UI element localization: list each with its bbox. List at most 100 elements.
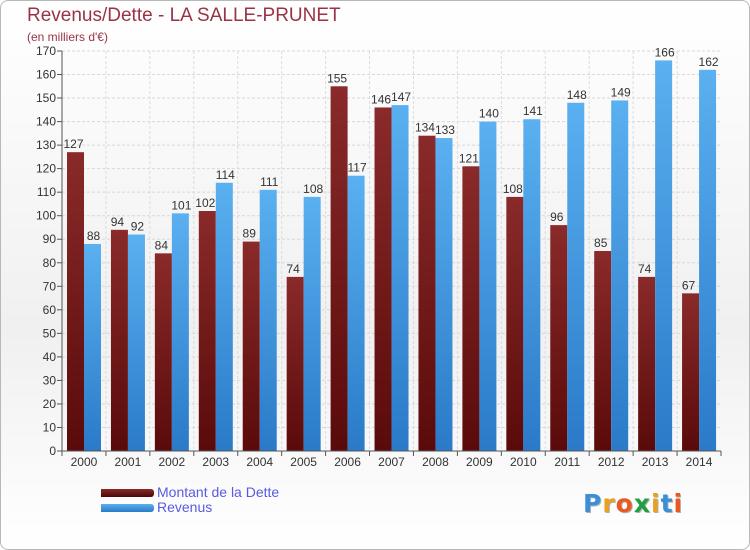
legend-label-debt: Montant de la Dette: [157, 484, 280, 500]
logo-letter: i: [673, 489, 684, 518]
legend-swatch-revenus: [101, 504, 154, 512]
bar-revenus: [303, 196, 321, 451]
logo-letter: o: [615, 489, 634, 518]
bar-revenus: [259, 189, 277, 451]
value-label-debt: 74: [286, 262, 300, 276]
y-tick-label: 10: [43, 420, 57, 434]
value-label-revenus: 148: [567, 88, 587, 102]
value-label-revenus: 108: [303, 182, 323, 196]
bar-revenus: [347, 175, 365, 452]
bar-debt: [462, 166, 480, 451]
value-label-debt: 67: [682, 278, 696, 292]
bar-revenus: [523, 119, 541, 451]
y-tick-label: 90: [43, 232, 57, 246]
value-label-revenus: 133: [435, 123, 455, 137]
value-label-debt: 155: [327, 71, 347, 85]
bar-revenus: [699, 69, 717, 451]
y-tick-label: 20: [43, 397, 57, 411]
value-label-revenus: 111: [260, 175, 279, 189]
y-tick-label: 120: [36, 162, 56, 176]
x-tick-label: 2006: [334, 455, 361, 469]
value-label-revenus: 117: [348, 161, 367, 175]
proxiti-logo: Proxiti: [583, 489, 683, 518]
value-label-revenus: 141: [523, 104, 543, 118]
y-tick-label: 80: [43, 256, 57, 270]
bar-revenus: [171, 213, 189, 451]
value-label-debt: 108: [503, 182, 523, 196]
x-tick-label: 2009: [466, 455, 493, 469]
bar-revenus: [479, 121, 497, 452]
bar-revenus: [84, 243, 101, 451]
x-tick-label: 2007: [378, 455, 405, 469]
logo-letter: r: [602, 489, 616, 518]
x-tick-label: 2002: [158, 455, 185, 469]
y-tick-label: 0: [49, 444, 56, 458]
bar-revenus: [567, 102, 585, 451]
y-tick-label: 110: [37, 185, 56, 199]
bar-debt: [506, 196, 524, 451]
value-label-revenus: 166: [655, 45, 675, 59]
value-label-revenus: 140: [479, 107, 499, 121]
bar-debt: [374, 107, 392, 452]
bar-debt: [418, 135, 436, 452]
y-tick-label: 30: [43, 373, 57, 387]
value-label-debt: 89: [243, 227, 257, 241]
value-label-debt: 127: [63, 137, 83, 151]
y-tick-label: 100: [36, 209, 56, 223]
y-tick-label: 50: [43, 326, 57, 340]
value-label-revenus: 147: [391, 90, 411, 104]
y-tick-label: 140: [36, 115, 56, 129]
value-label-revenus: 114: [216, 168, 235, 182]
value-label-debt: 84: [155, 238, 169, 252]
y-tick-label: 160: [36, 68, 56, 82]
y-tick-label: 130: [36, 138, 56, 152]
y-tick-label: 150: [36, 91, 56, 105]
logo-letter: t: [660, 489, 674, 518]
bar-debt: [594, 251, 612, 451]
y-tick-label: 40: [43, 350, 57, 364]
value-label-debt: 96: [550, 210, 564, 224]
value-label-revenus: 162: [699, 55, 719, 69]
logo-letter: P: [583, 489, 603, 518]
value-label-debt: 94: [111, 215, 125, 229]
bar-revenus: [611, 100, 629, 451]
x-tick-label: 2003: [202, 455, 229, 469]
bar-debt: [242, 241, 260, 451]
x-tick-label: 2004: [246, 455, 273, 469]
x-tick-label: 2008: [422, 455, 449, 469]
x-tick-label: 2001: [115, 455, 142, 469]
chart-subtitle: (en milliers d'€): [27, 30, 108, 44]
legend-label-revenus: Revenus: [157, 499, 213, 515]
logo-letter: x: [633, 489, 651, 518]
value-label-revenus: 92: [131, 220, 145, 234]
value-label-debt: 74: [638, 262, 652, 276]
bar-debt: [286, 276, 304, 451]
value-label-revenus: 101: [171, 198, 191, 212]
bar-revenus: [655, 60, 673, 451]
y-tick-label: 60: [43, 303, 57, 317]
value-label-revenus: 149: [611, 85, 631, 99]
bar-debt: [67, 152, 84, 452]
value-label-debt: 85: [594, 236, 608, 250]
bar-revenus: [215, 182, 233, 451]
x-tick-label: 2000: [71, 455, 98, 469]
x-tick-label: 2010: [510, 455, 537, 469]
value-label-debt: 146: [371, 92, 391, 106]
x-tick-label: 2014: [686, 455, 713, 469]
y-tick-label: 170: [36, 44, 56, 58]
value-label-debt: 134: [415, 121, 435, 135]
x-tick-label: 2012: [598, 455, 625, 469]
bar-revenus: [435, 138, 453, 451]
bar-debt: [682, 293, 700, 451]
y-tick-label: 70: [43, 279, 57, 293]
chart-title: Revenus/Dette - LA SALLE-PRUNET: [27, 5, 341, 26]
bar-debt: [638, 276, 656, 451]
bar-debt: [198, 211, 216, 451]
value-label-debt: 102: [195, 196, 215, 210]
x-tick-label: 2013: [642, 455, 669, 469]
bar-debt: [550, 225, 568, 451]
bar-debt: [110, 229, 128, 451]
bar-revenus: [391, 105, 409, 451]
